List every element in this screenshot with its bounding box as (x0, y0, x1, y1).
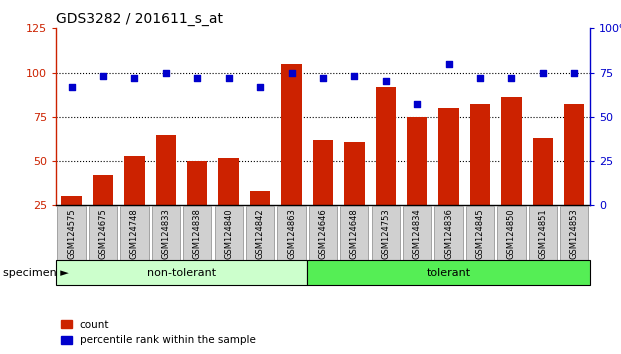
Point (412, 102, 422, 107)
Bar (469, 104, 490, 250)
Point (66, 84, 76, 90)
Text: GSM124853: GSM124853 (569, 208, 579, 259)
Point (507, 75, 517, 81)
FancyBboxPatch shape (371, 206, 400, 260)
Point (129, 75, 139, 81)
Legend: count, percentile rank within the sample: count, percentile rank within the sample (61, 320, 256, 345)
FancyBboxPatch shape (435, 206, 463, 260)
FancyBboxPatch shape (183, 206, 211, 260)
FancyBboxPatch shape (89, 206, 117, 260)
Point (286, 70, 296, 75)
Bar (187, 161, 207, 250)
Bar (376, 87, 396, 250)
Bar (61, 196, 82, 250)
Bar (250, 191, 270, 250)
Bar (564, 104, 584, 250)
Point (193, 75, 202, 81)
Text: GSM124838: GSM124838 (193, 208, 202, 259)
Bar (93, 175, 113, 250)
Point (443, 61, 453, 67)
Bar (156, 135, 176, 250)
Bar (219, 158, 239, 250)
FancyBboxPatch shape (214, 206, 243, 260)
Text: GSM124646: GSM124646 (319, 208, 327, 259)
Point (318, 75, 328, 81)
Text: GSM124748: GSM124748 (130, 208, 139, 259)
Text: GSM124834: GSM124834 (413, 208, 422, 259)
FancyBboxPatch shape (120, 206, 148, 260)
FancyBboxPatch shape (309, 206, 337, 260)
Text: GSM124840: GSM124840 (224, 208, 233, 259)
Bar (313, 140, 333, 250)
FancyBboxPatch shape (497, 206, 525, 260)
Text: GSM124675: GSM124675 (99, 208, 107, 259)
Text: GSM124836: GSM124836 (444, 208, 453, 259)
FancyBboxPatch shape (340, 206, 368, 260)
Point (161, 70, 171, 75)
Bar (533, 138, 553, 250)
Point (350, 73, 360, 79)
Point (538, 70, 548, 75)
FancyBboxPatch shape (58, 206, 86, 260)
Text: GSM124648: GSM124648 (350, 208, 359, 259)
Point (475, 75, 485, 81)
Point (224, 75, 233, 81)
Text: non-tolerant: non-tolerant (147, 268, 216, 278)
Point (569, 70, 579, 75)
FancyBboxPatch shape (403, 206, 432, 260)
Text: GSM124753: GSM124753 (381, 208, 390, 259)
Text: GSM124842: GSM124842 (256, 208, 265, 259)
FancyBboxPatch shape (278, 206, 306, 260)
Bar (344, 142, 365, 250)
FancyBboxPatch shape (246, 206, 274, 260)
FancyBboxPatch shape (152, 206, 180, 260)
Text: GSM124845: GSM124845 (476, 208, 484, 259)
FancyBboxPatch shape (560, 206, 588, 260)
Text: GSM124833: GSM124833 (161, 208, 170, 259)
Text: GSM124863: GSM124863 (287, 208, 296, 259)
Bar (501, 97, 522, 250)
Bar (281, 64, 302, 250)
Text: GDS3282 / 201611_s_at: GDS3282 / 201611_s_at (56, 12, 223, 26)
Point (381, 79, 391, 84)
Point (255, 84, 265, 90)
Text: tolerant: tolerant (427, 268, 471, 278)
Text: GSM124851: GSM124851 (538, 208, 547, 259)
Bar (407, 117, 427, 250)
Text: specimen ►: specimen ► (3, 268, 69, 278)
FancyBboxPatch shape (528, 206, 557, 260)
Point (98, 73, 108, 79)
Bar (124, 156, 145, 250)
Bar (307, 260, 590, 285)
Text: GSM124850: GSM124850 (507, 208, 516, 259)
Bar (438, 108, 459, 250)
Text: GSM124575: GSM124575 (67, 208, 76, 259)
FancyBboxPatch shape (466, 206, 494, 260)
Bar (56, 260, 307, 285)
